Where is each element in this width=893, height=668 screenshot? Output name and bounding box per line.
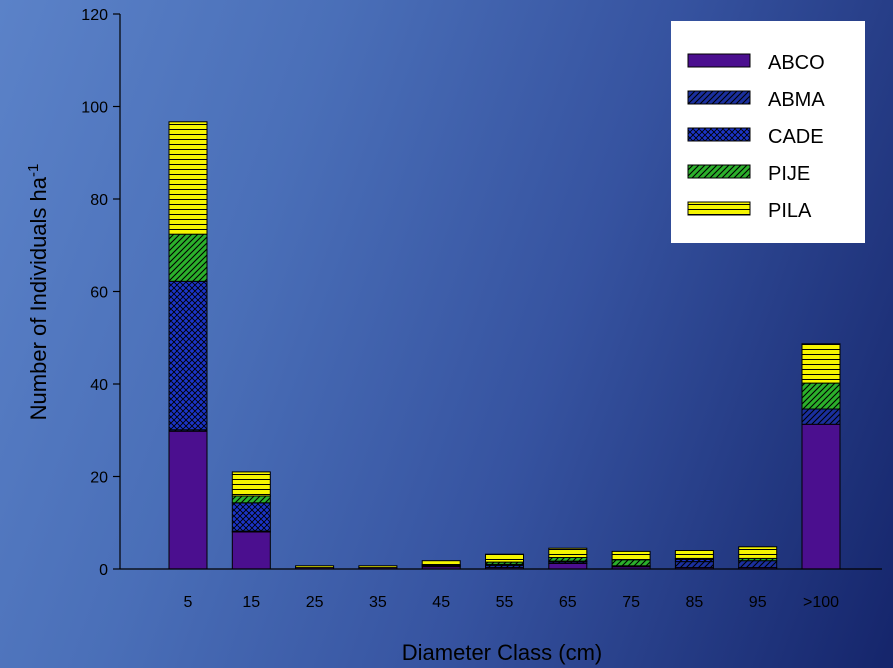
y-axis-title-superscript: -1: [25, 164, 42, 177]
bar-segment-cade-5: [168, 280, 208, 431]
bar-segment-abco-5: [168, 430, 208, 570]
x-axis-title: Diameter Class (cm): [402, 640, 602, 665]
x-tick-label: 15: [242, 594, 260, 611]
bar-segment-abma-95: [738, 560, 778, 569]
bar-segment-abma-85: [674, 561, 714, 569]
legend-label-pila: PILA: [768, 200, 812, 222]
legend-label-abco: ABCO: [768, 52, 825, 74]
bar-segment-pila-95: [738, 546, 778, 559]
x-tick-label: 85: [686, 594, 704, 611]
bar-segment-pila-75: [611, 550, 651, 561]
bar-segment-pije-gt100: [801, 382, 841, 410]
bar-segment-cade-15: [231, 502, 271, 532]
x-tick-label: 35: [369, 594, 387, 611]
y-tick-label: 80: [90, 192, 108, 209]
x-tick-label: 75: [622, 594, 640, 611]
legend-label-abma: ABMA: [768, 89, 825, 111]
bar-segment-pila-25: [295, 565, 335, 569]
bar-segment-pila-15: [231, 471, 271, 497]
x-tick-label: 45: [432, 594, 450, 611]
legend-swatch-pila: [687, 201, 751, 216]
bar-segment-abco-15: [231, 531, 271, 570]
y-axis-title-text: Number of Individuals ha: [26, 176, 51, 420]
bars-group: [168, 121, 841, 570]
legend-swatch-abco: [687, 53, 751, 68]
y-tick-label: 0: [99, 562, 108, 579]
x-tick-label: 65: [559, 594, 577, 611]
x-tick-label: 25: [306, 594, 324, 611]
bar-segment-pije-75: [611, 559, 651, 567]
bar-segment-abma-gt100: [801, 408, 841, 425]
legend: ABCO ABMA CADE PIJE PILA: [671, 21, 865, 243]
x-tick-label: 55: [496, 594, 514, 611]
y-tick-label: 100: [81, 100, 108, 117]
bar-segment-pila-85: [674, 550, 714, 559]
y-axis-title: Number of Individuals ha-1: [25, 164, 52, 421]
y-tick-label: 40: [90, 377, 108, 394]
legend-label-cade: CADE: [768, 126, 824, 148]
y-tick-label: 120: [81, 7, 108, 24]
legend-swatch-pije: [687, 164, 751, 179]
x-tick-label: 5: [184, 594, 193, 611]
legend-swatch-abma: [687, 90, 751, 105]
legend-swatch-cade: [687, 127, 751, 142]
x-tick-label: 95: [749, 594, 767, 611]
bar-segment-pila-gt100: [801, 343, 841, 384]
bar-segment-abco-gt100: [801, 423, 841, 570]
bar-segment-pije-15: [231, 495, 271, 504]
axes-group: 0 20 40 60 80 100 120 5 15 25 35 45 55 65 75 85 95 >100: [81, 7, 882, 611]
bar-segment-abco-65: [548, 563, 588, 570]
bar-segment-pila-45: [421, 560, 461, 566]
y-tick-label: 60: [90, 285, 108, 302]
bar-segment-pila-35: [358, 565, 398, 569]
bar-segment-pila-55: [485, 553, 524, 563]
bar-segment-pila-5: [168, 121, 208, 235]
bar-segment-pila-65: [548, 547, 588, 559]
y-tick-label: 20: [90, 470, 108, 487]
x-tick-label: >100: [803, 594, 839, 611]
legend-label-pije: PIJE: [768, 163, 810, 185]
bar-segment-pije-5: [168, 233, 208, 282]
